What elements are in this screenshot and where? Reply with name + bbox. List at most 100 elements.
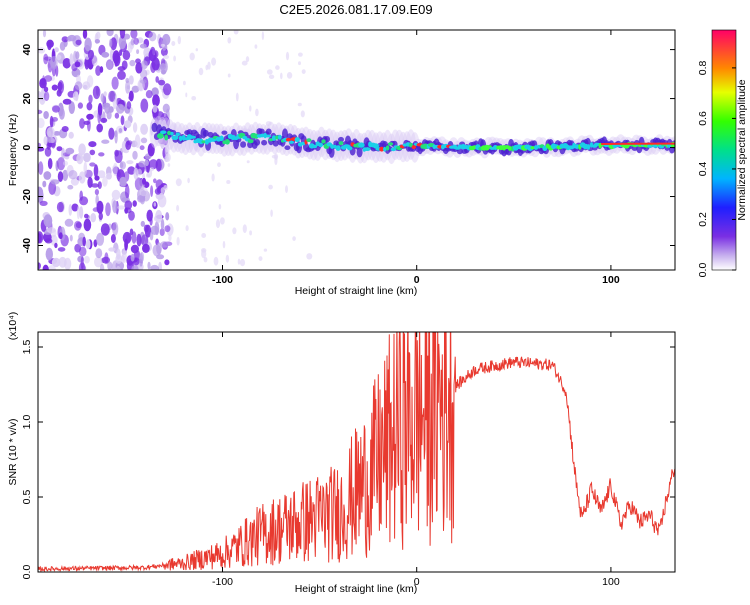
noise-speckle (97, 201, 104, 214)
noise-speckle (68, 170, 77, 179)
signal-core (189, 136, 196, 139)
signal-core (171, 136, 178, 141)
noise-speckle (56, 55, 61, 61)
noise-speckle (97, 111, 100, 124)
noise-speckle (156, 254, 164, 259)
noise-speckle (262, 31, 264, 40)
noise-speckle (154, 202, 157, 206)
noise-speckle (87, 177, 92, 188)
noise-speckle (90, 150, 96, 156)
noise-speckle (142, 178, 146, 185)
noise-speckle (150, 47, 155, 56)
noise-speckle (155, 76, 159, 83)
noise-speckle (107, 28, 114, 36)
noise-speckle (165, 153, 171, 162)
noise-speckle (43, 111, 49, 119)
noise-speckle (247, 160, 250, 163)
noise-speckle (81, 256, 84, 269)
noise-speckle (130, 29, 137, 39)
snr-x-tick-label: -100 (212, 576, 233, 588)
noise-speckle (108, 106, 113, 113)
noise-speckle (165, 212, 169, 220)
noise-speckle (57, 90, 62, 97)
noise-speckle (74, 221, 82, 231)
spectrogram-y-tick-label: 20 (21, 93, 33, 105)
signal-band (254, 139, 260, 146)
noise-speckle (207, 62, 210, 70)
signal-core (587, 144, 590, 150)
snr-y-tick-label: 1.5 (21, 340, 33, 355)
noise-speckle (44, 136, 48, 145)
noise-speckle (146, 90, 153, 98)
noise-speckle (164, 259, 169, 265)
noise-speckle (125, 80, 130, 93)
snr-y-ticks: 0.00.51.01.5 (21, 340, 675, 580)
snr-y-tick-label: 0.5 (21, 490, 33, 505)
noise-speckle (121, 255, 125, 263)
noise-speckle (42, 181, 46, 188)
noise-speckle (163, 55, 169, 59)
noise-speckle (44, 75, 52, 82)
noise-speckle (76, 40, 82, 46)
noise-speckle (59, 232, 63, 239)
noise-speckle (52, 106, 60, 113)
noise-speckle (95, 65, 101, 76)
signal-core (339, 141, 344, 145)
colorbar-tick-label: 0.2 (697, 212, 709, 227)
spectrogram-x-tick-label: 100 (602, 274, 620, 286)
noise-speckle (94, 176, 99, 181)
colorbar-tick-label: 0.4 (697, 161, 709, 176)
noise-speckle (161, 44, 165, 47)
noise-speckle (302, 69, 306, 74)
noise-speckle (79, 171, 86, 183)
noise-speckle (119, 105, 123, 110)
noise-speckle (199, 68, 204, 75)
noise-speckle (107, 262, 112, 271)
snr-y-axis-label: SNR (10 * v/v) (7, 418, 19, 485)
noise-speckle (139, 187, 148, 196)
noise-speckle (84, 219, 92, 232)
colorbar-gradient (712, 30, 736, 270)
spectrogram-y-tick-label: -40 (21, 238, 33, 253)
spectrogram-y-tick-label: -20 (21, 189, 33, 204)
noise-speckle (114, 130, 117, 143)
noise-speckle (275, 65, 280, 70)
noise-speckle (115, 113, 119, 119)
noise-speckle (270, 210, 273, 217)
noise-speckle (129, 60, 135, 66)
noise-speckle (141, 221, 145, 227)
noise-speckle (232, 227, 236, 234)
noise-speckle (40, 201, 48, 206)
noise-speckle (127, 101, 132, 109)
signal-core (248, 139, 254, 143)
signal-core (321, 139, 325, 143)
spectrogram-y-tick-label: 40 (21, 44, 33, 56)
signal-core (278, 135, 282, 140)
noise-speckle (176, 178, 182, 186)
noise-speckle (150, 231, 154, 240)
noise-speckle (57, 146, 63, 151)
noise-speckle (45, 147, 52, 157)
colorbar-tick-label: 0.8 (697, 60, 709, 75)
spectrogram-signal-layer (150, 116, 681, 164)
noise-speckle (142, 244, 150, 253)
spectrogram-x-axis-label: Height of straight line (km) (295, 285, 418, 297)
noise-speckle (68, 35, 77, 41)
noise-speckle (77, 206, 80, 220)
noise-speckle (146, 173, 150, 177)
noise-speckle (87, 102, 93, 110)
noise-speckle (249, 230, 252, 235)
noise-speckle (269, 75, 274, 79)
noise-speckle (132, 151, 137, 160)
noise-speckle (83, 29, 87, 39)
noise-speckle (52, 117, 58, 122)
noise-speckle (120, 161, 126, 169)
noise-speckle (98, 152, 104, 156)
noise-speckle (119, 177, 126, 187)
spectrogram-x-tick-label: -100 (212, 274, 233, 286)
noise-speckle (90, 213, 96, 222)
noise-speckle (155, 221, 160, 235)
signal-core (170, 132, 173, 136)
noise-speckle (136, 49, 139, 54)
